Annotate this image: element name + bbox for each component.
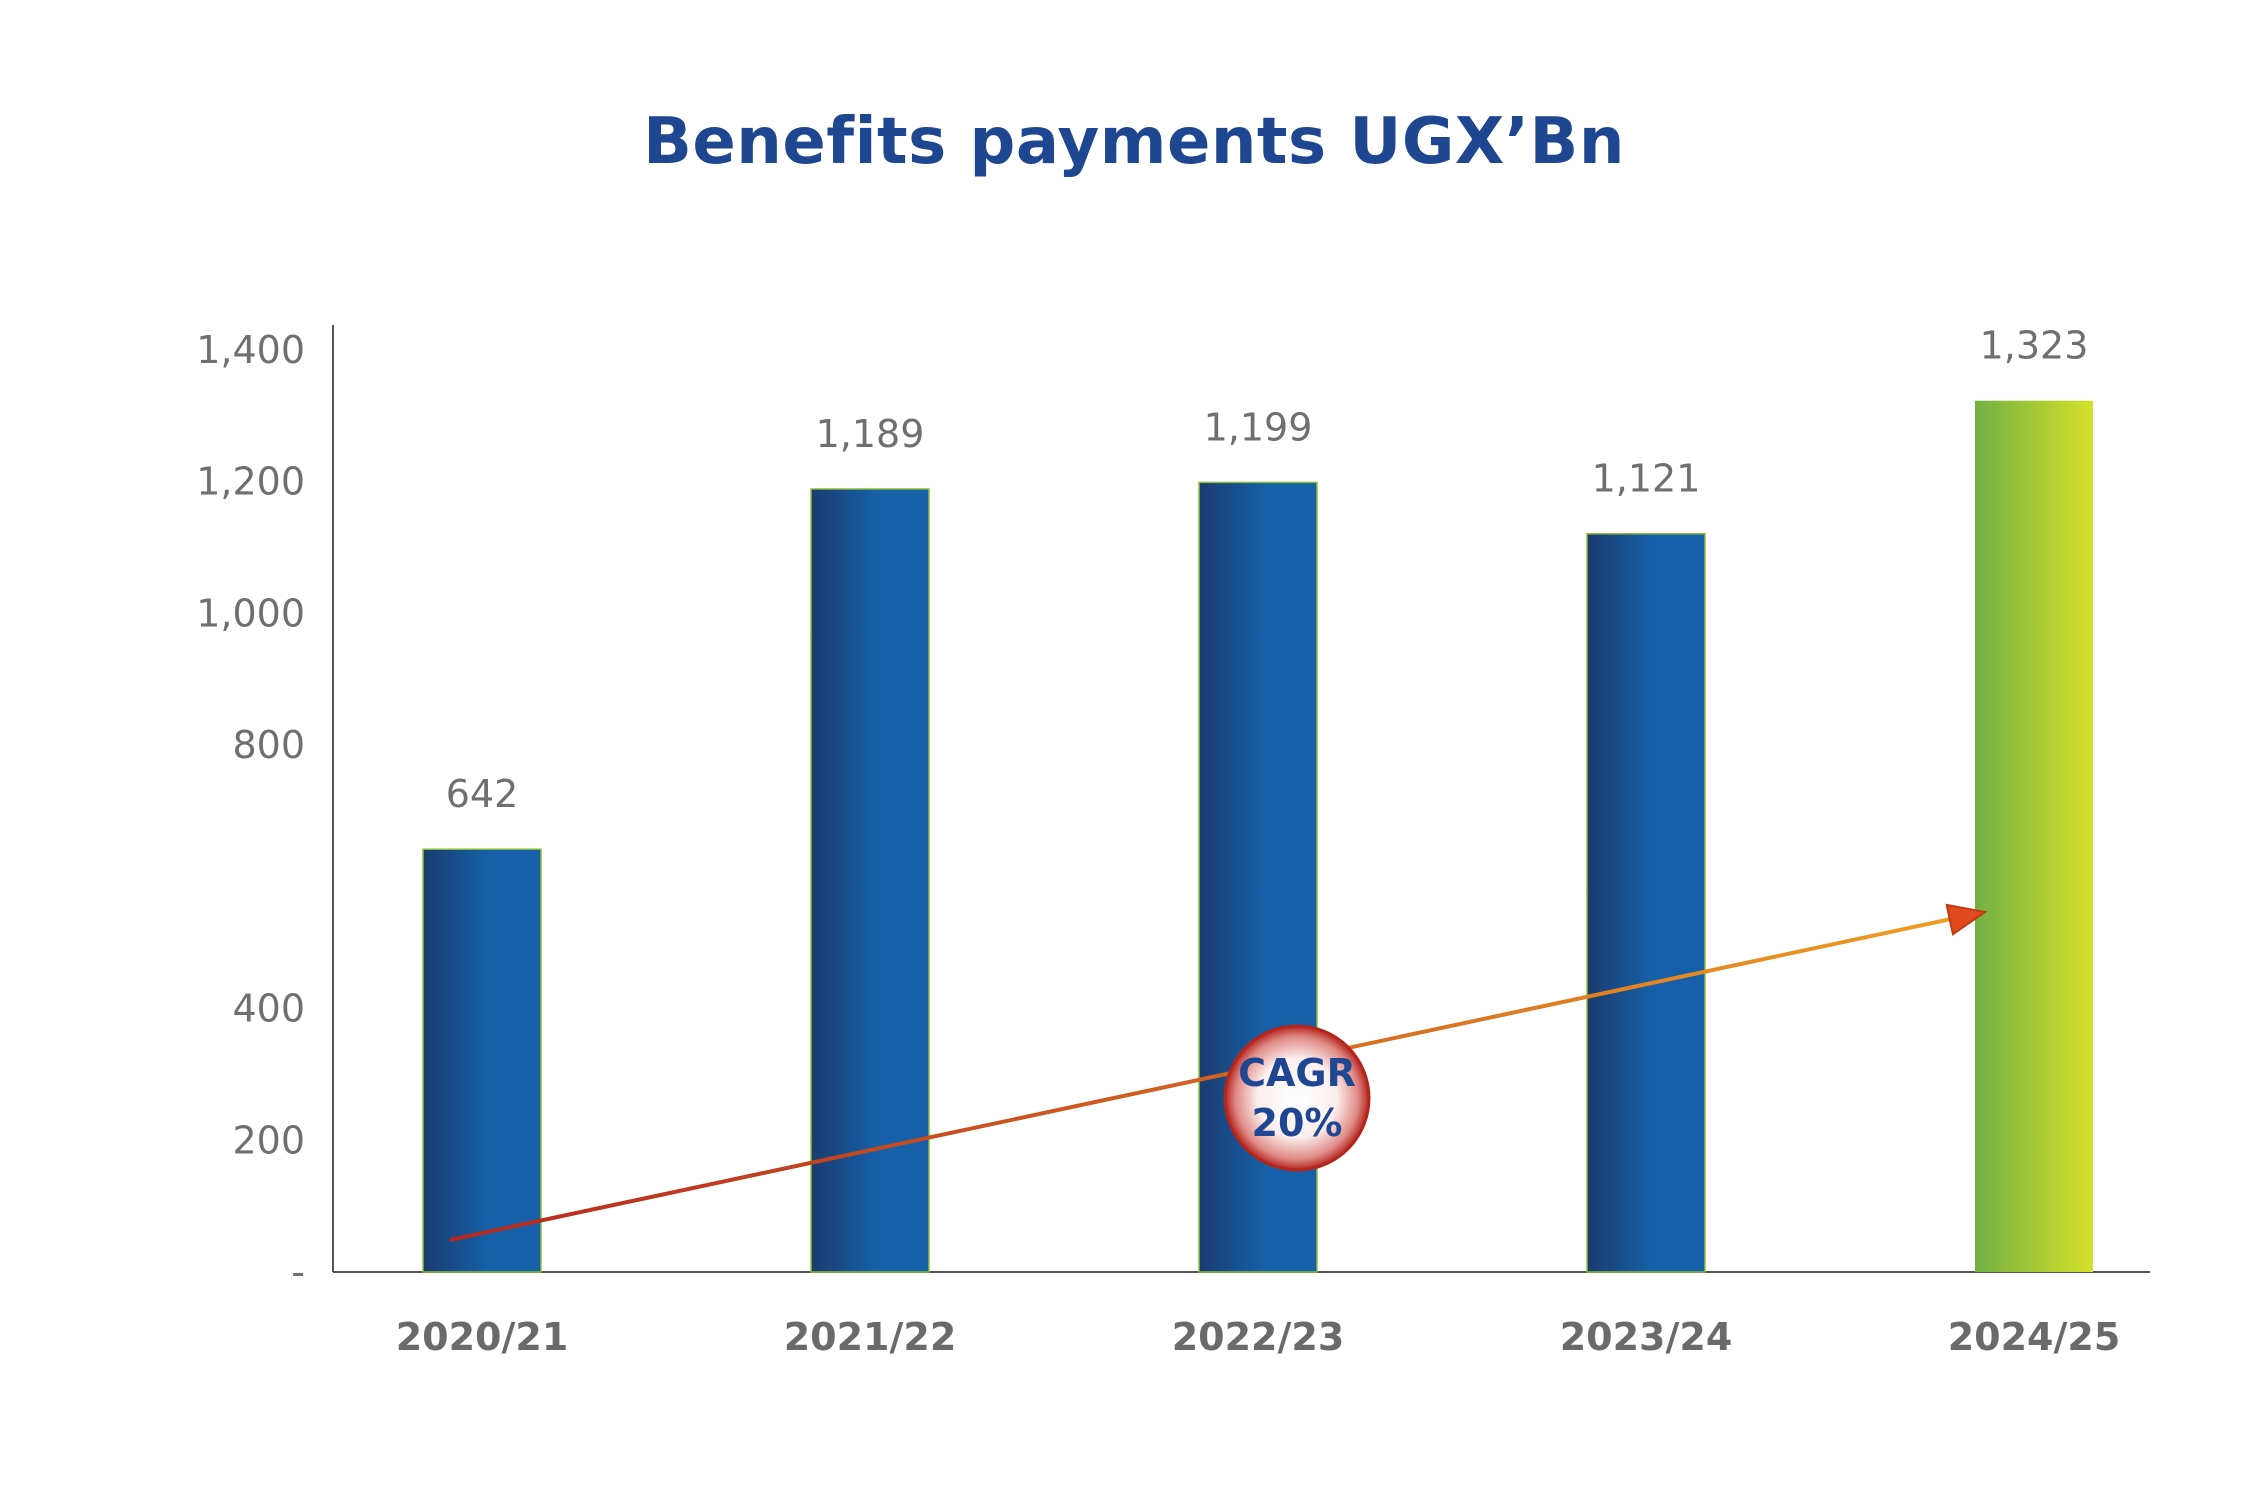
bar-2021-22 (810, 488, 930, 1273)
data-label: 1,121 (1592, 457, 1701, 501)
bars (422, 400, 2093, 1273)
y-tick-label: 400 (232, 987, 305, 1031)
x-tick-label: 2020/21 (396, 1315, 569, 1359)
y-tick-label: 800 (232, 723, 305, 767)
data-label: 1,189 (816, 412, 925, 456)
cagr-value: 20% (1252, 1101, 1343, 1145)
data-label: 1,199 (1204, 405, 1313, 449)
bar-2023-24 (1586, 532, 1706, 1273)
x-tick-label: 2022/23 (1172, 1315, 1345, 1359)
bar-2024-25 (1975, 400, 2093, 1273)
cagr-trend: CAGR 20% (449, 903, 1988, 1242)
cagr-badge (1223, 1024, 1371, 1172)
y-tick-label: 200 (232, 1118, 305, 1162)
y-tick-label: 1,200 (196, 460, 305, 504)
trend-arrowhead-icon (1945, 903, 1988, 936)
data-labels: 642 2020/21 1,189 2021/22 1,199 2022/23 1,121 2… (396, 324, 2121, 1359)
y-tick-label: 1,000 (196, 591, 305, 635)
cagr-trend-line (449, 914, 1966, 1242)
x-tick-label: 2023/24 (1560, 1315, 1733, 1359)
x-tick-label: 2021/22 (784, 1315, 957, 1359)
cagr-label: CAGR (1238, 1051, 1356, 1095)
chart-title: Benefits payments UGX’Bn (643, 105, 1625, 179)
bar-2020-21 (422, 848, 542, 1273)
data-label: 642 (446, 772, 519, 816)
x-tick-label: 2024/25 (1948, 1315, 2121, 1359)
data-label: 1,323 (1980, 324, 2089, 368)
y-tick-label: - (291, 1250, 305, 1294)
y-tick-label: 1,400 (196, 328, 305, 372)
